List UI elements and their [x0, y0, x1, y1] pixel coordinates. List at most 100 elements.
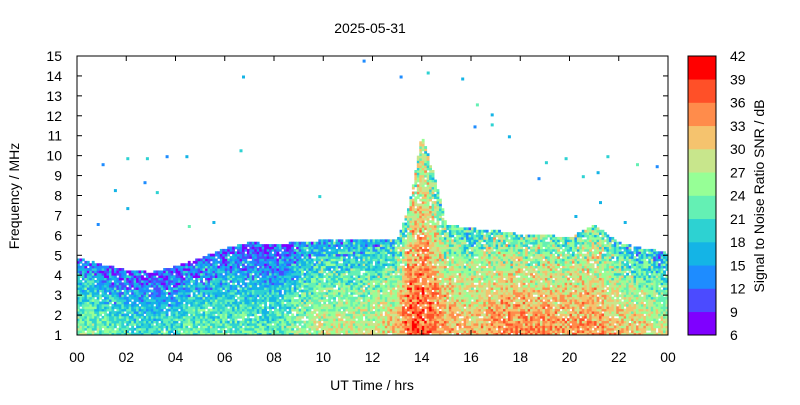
heatmap-cell — [86, 306, 90, 310]
heatmap-cell — [342, 241, 346, 245]
heatmap-cell — [340, 325, 344, 329]
heatmap-cell — [150, 291, 154, 295]
heatmap-cell — [397, 265, 400, 269]
heatmap-cell — [394, 282, 398, 286]
heatmap-cell — [306, 296, 309, 300]
heatmap-cell — [404, 253, 408, 257]
heatmap-cell — [342, 303, 346, 307]
heatmap-cell — [338, 270, 341, 274]
heatmap-cell — [320, 330, 324, 334]
heatmap-cell — [306, 332, 309, 336]
heatmap-cell — [254, 282, 258, 286]
heatmap-cell — [394, 327, 398, 331]
heatmap-cell — [365, 299, 368, 302]
heatmap-cell — [266, 248, 270, 252]
heatmap-cell — [338, 301, 341, 305]
heatmap-cell — [377, 308, 381, 312]
heatmap-cell — [347, 303, 351, 307]
heatmap-cell — [84, 270, 88, 274]
heatmap-cell — [143, 318, 147, 322]
heatmap-cell — [234, 315, 238, 319]
heatmap-cell — [170, 318, 174, 322]
heatmap-cell — [402, 258, 405, 262]
heatmap-cell — [165, 275, 169, 278]
heatmap-cell — [101, 265, 105, 269]
heatmap-cell — [170, 282, 174, 286]
heatmap-cell — [79, 280, 83, 283]
heatmap-cell — [347, 287, 351, 290]
heatmap-cell — [399, 229, 403, 233]
heatmap-cell — [379, 301, 383, 305]
heatmap-cell — [328, 313, 332, 317]
heatmap-cell — [276, 277, 280, 281]
heatmap-cell — [158, 289, 162, 293]
heatmap-cell — [148, 306, 152, 310]
heatmap-cell — [362, 253, 366, 257]
heatmap-cell — [303, 268, 307, 271]
heatmap-cell — [234, 318, 238, 322]
heatmap-cell — [138, 270, 142, 274]
heatmap-cell — [249, 330, 253, 334]
heatmap-cell — [261, 306, 265, 310]
heatmap-cell — [399, 303, 403, 307]
heatmap-cell — [153, 275, 157, 278]
heatmap-cell — [276, 318, 280, 322]
heatmap-cell — [370, 239, 373, 243]
heatmap-cell — [278, 289, 282, 293]
heatmap-cell — [195, 299, 199, 302]
heatmap-cell — [86, 323, 90, 326]
heatmap-cell — [394, 306, 398, 310]
heatmap-cell — [197, 327, 201, 331]
heatmap-cell — [406, 315, 410, 319]
heatmap-cell — [283, 294, 287, 298]
heatmap-cell — [330, 270, 334, 274]
heatmap-cell — [374, 291, 378, 295]
heatmap-cell — [138, 327, 142, 331]
heatmap-cell — [96, 320, 100, 324]
heatmap-cell — [350, 330, 354, 334]
heatmap-cell — [190, 268, 194, 271]
heatmap-cell — [397, 287, 400, 290]
heatmap-cell — [89, 289, 93, 293]
heatmap-cell — [404, 296, 408, 300]
heatmap-cell — [86, 289, 90, 293]
heatmap-cell — [241, 253, 245, 257]
heatmap-cell — [406, 320, 410, 324]
heatmap-cell — [389, 308, 393, 312]
heatmap-cell — [126, 270, 130, 274]
heatmap-cell — [94, 268, 98, 271]
heatmap-cell — [251, 275, 255, 278]
heatmap-cell — [96, 332, 100, 336]
heatmap-cell — [244, 246, 248, 250]
heatmap-cell — [424, 253, 428, 257]
heatmap-cell — [209, 315, 213, 319]
heatmap-cell — [394, 241, 398, 245]
heatmap-cell — [409, 220, 413, 223]
heatmap-cell — [306, 251, 309, 255]
heatmap-cell — [281, 268, 285, 271]
heatmap-cell — [229, 291, 233, 295]
heatmap-cell — [232, 251, 235, 255]
heatmap-cell — [404, 260, 408, 264]
heatmap-cell — [195, 263, 199, 267]
heatmap-cell — [104, 320, 107, 324]
heatmap-cell — [254, 318, 258, 322]
heatmap-cell — [374, 306, 378, 310]
heatmap-cell — [402, 253, 405, 257]
heatmap-cell — [150, 272, 154, 276]
heatmap-cell — [214, 303, 218, 307]
heatmap-cell — [256, 287, 260, 290]
heatmap-cell — [227, 325, 231, 329]
heatmap-cell — [77, 332, 80, 336]
heatmap-cell — [414, 291, 418, 295]
heatmap-cell — [81, 265, 85, 269]
heatmap-cell — [414, 282, 418, 286]
heatmap-cell — [335, 303, 339, 307]
heatmap-cell — [138, 311, 142, 314]
heatmap-cell — [202, 270, 206, 274]
heatmap-cell — [389, 318, 393, 322]
heatmap-cell — [419, 205, 423, 209]
heatmap-cell — [355, 265, 359, 269]
heatmap-cell — [330, 241, 334, 245]
heatmap-cell — [399, 289, 403, 293]
